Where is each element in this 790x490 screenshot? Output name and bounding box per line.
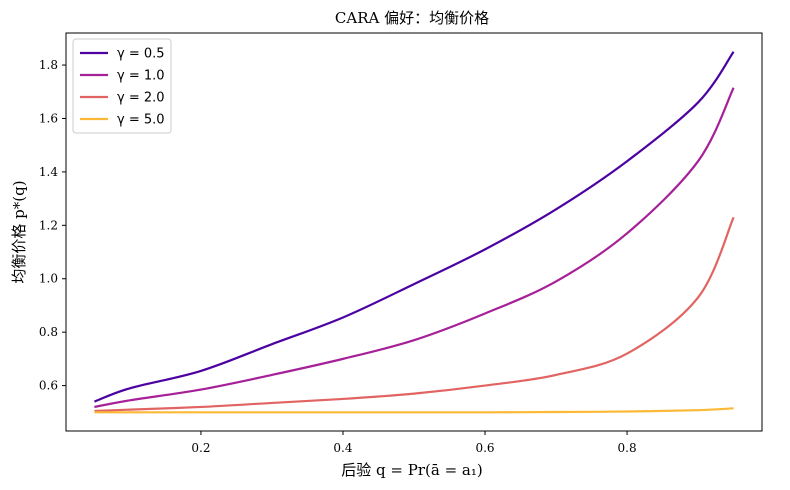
legend: γ = 0.5 γ = 1.0 γ = 2.0 γ = 5.0 [72, 38, 172, 134]
series-layer [94, 51, 735, 414]
x-tick-label: 0.4 [333, 441, 352, 455]
legend-label: γ = 5.0 [117, 113, 165, 128]
series-line-3 [94, 216, 735, 413]
y-tick-label: 1.8 [39, 58, 58, 72]
y-tick-label: 1.2 [39, 218, 58, 232]
x-axis: 0.2 0.4 0.6 0.8 [191, 431, 637, 455]
y-tick-label: 0.6 [39, 379, 58, 393]
y-tick-label: 0.8 [39, 325, 58, 339]
chart-title: CARA 偏好：均衡价格 [335, 9, 489, 27]
y-tick-label: 1.0 [39, 272, 58, 286]
x-tick-label: 0.8 [618, 441, 637, 455]
x-axis-label: 后验 q = Pr(ā = a₁) [341, 461, 482, 479]
legend-label: γ = 0.5 [117, 47, 165, 62]
series-line-2 [94, 87, 735, 409]
legend-box [72, 38, 172, 134]
series-line-1 [94, 51, 735, 403]
x-tick-label: 0.2 [191, 441, 210, 455]
legend-label: γ = 1.0 [117, 69, 165, 84]
plot-frame [65, 32, 763, 432]
series-line-4 [94, 407, 734, 414]
y-axis-label: 均衡价格 p*(q) [10, 180, 28, 283]
y-axis: 0.6 0.8 1.0 1.2 1.4 1.6 1.8 [39, 58, 66, 393]
x-tick-label: 0.6 [475, 441, 494, 455]
legend-label: γ = 2.0 [117, 91, 165, 106]
y-tick-label: 1.6 [39, 111, 58, 125]
y-tick-label: 1.4 [39, 165, 58, 179]
